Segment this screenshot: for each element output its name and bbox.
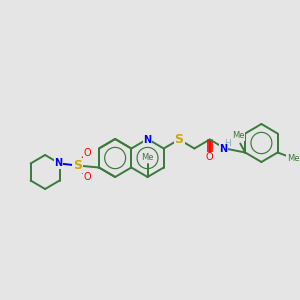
Text: N: N: [143, 135, 152, 145]
Text: Me: Me: [232, 131, 244, 140]
Text: Me: Me: [287, 154, 300, 163]
Text: Me: Me: [141, 154, 154, 163]
Text: O: O: [83, 148, 91, 158]
Text: N: N: [219, 145, 227, 154]
Text: H: H: [224, 139, 230, 148]
Text: O: O: [83, 172, 91, 182]
Text: N: N: [55, 158, 63, 169]
Text: S: S: [175, 133, 184, 146]
Text: S: S: [73, 159, 82, 172]
Text: O: O: [206, 152, 214, 163]
